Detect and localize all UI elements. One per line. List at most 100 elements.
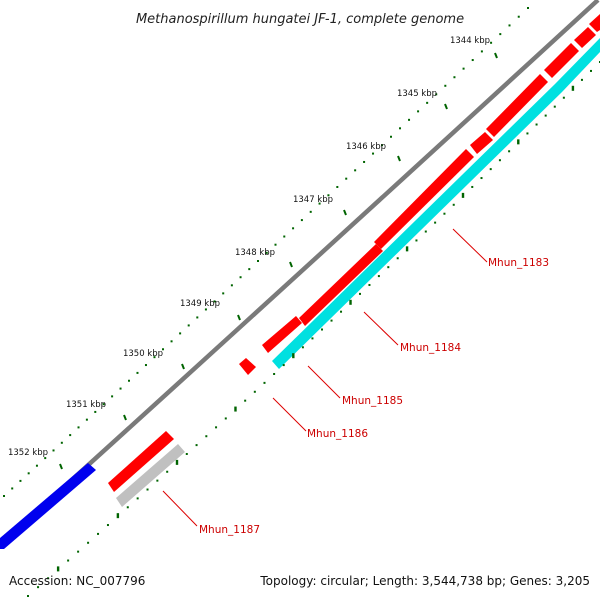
- inner-dot: [340, 310, 343, 313]
- outer-dot: [372, 152, 375, 155]
- outer-dot: [27, 472, 30, 475]
- gene-blue-reverse: [0, 463, 96, 549]
- outer-dot: [453, 76, 456, 79]
- inner-dot: [321, 328, 323, 331]
- outer-dot: [204, 308, 207, 311]
- outer-dot: [318, 202, 321, 205]
- kbp-tick: [397, 155, 401, 162]
- label-mhun-1183: Mhun_1183: [488, 257, 549, 269]
- outer-dot: [309, 210, 312, 213]
- inner-dot: [508, 150, 511, 153]
- outer-dot: [408, 118, 411, 121]
- outer-dot: [327, 194, 330, 197]
- inner-features: [116, 38, 600, 507]
- outer-dot: [213, 300, 216, 303]
- outer-dot: [480, 50, 483, 53]
- inner-tick: [175, 459, 179, 465]
- genome-backbone: [0, 0, 600, 545]
- outer-dot: [462, 67, 465, 70]
- inner-dot: [126, 506, 129, 509]
- outer-dot: [187, 324, 190, 327]
- inner-dot: [358, 292, 361, 295]
- outer-dot: [35, 464, 38, 467]
- inner-dot: [387, 266, 390, 269]
- inner-dot: [215, 426, 218, 429]
- outer-dot: [517, 15, 520, 18]
- outer-dot: [69, 434, 72, 437]
- outer-dot: [257, 260, 259, 262]
- callout-mhun-1185: [307, 365, 341, 399]
- inner-dot: [106, 524, 109, 527]
- inner-dot: [146, 488, 149, 491]
- inner-tick: [116, 513, 120, 519]
- inner-dot: [452, 203, 455, 206]
- gene-red-4: [486, 74, 548, 137]
- gene-red-1: [262, 316, 302, 353]
- inner-tick: [517, 139, 520, 145]
- outer-dot: [248, 268, 251, 271]
- outer-dot: [336, 185, 339, 188]
- outer-dot: [292, 227, 295, 230]
- label-mhun-1185: Mhun_1185: [342, 395, 403, 407]
- inner-scale-dots: [27, 61, 600, 597]
- inner-tick: [292, 353, 295, 359]
- outer-dot: [136, 371, 139, 374]
- outer-dot: [153, 356, 156, 359]
- inner-dot: [244, 399, 247, 402]
- kbp-label: 1344 kbp: [450, 36, 490, 46]
- kbp-label: 1349 kbp: [180, 299, 220, 309]
- kbp-label: 1348 kbp: [235, 248, 275, 258]
- inner-tick: [405, 246, 409, 252]
- outer-dot: [19, 479, 22, 482]
- kbp-tick: [237, 314, 241, 321]
- inner-dot: [97, 532, 100, 535]
- inner-dot: [37, 586, 40, 589]
- label-mhun-1184: Mhun_1184: [400, 342, 461, 354]
- outer-dot: [128, 379, 130, 382]
- inner-dot: [443, 212, 446, 215]
- inner-dot: [368, 283, 371, 286]
- inner-dot: [263, 381, 266, 384]
- outer-dot: [170, 340, 173, 343]
- outer-dot: [196, 316, 199, 319]
- inner-dot: [282, 364, 285, 367]
- inner-tick: [234, 406, 237, 412]
- inner-dot: [156, 479, 159, 482]
- inner-dot: [553, 105, 556, 108]
- outer-dot: [111, 395, 114, 398]
- inner-dot: [562, 96, 565, 99]
- inner-dot: [195, 444, 198, 447]
- kbp-label: 1351 kbp: [66, 400, 106, 410]
- inner-dot: [544, 114, 547, 117]
- inner-dot: [535, 123, 538, 126]
- inner-dot: [253, 390, 256, 393]
- outer-dot: [60, 441, 63, 444]
- inner-tick: [349, 299, 352, 305]
- inner-tick: [56, 566, 60, 572]
- outer-scale-dots: [3, 7, 529, 497]
- outer-dot: [94, 410, 97, 413]
- gene-mhun-1187-cds: [108, 431, 174, 492]
- callout-mhun-1183: [452, 228, 488, 263]
- gene-red-3: [470, 132, 493, 154]
- gene-mhun-1183-cds: [374, 149, 474, 249]
- inner-dot: [498, 159, 501, 162]
- gene-mhun-1186-cds: [239, 358, 256, 375]
- gene-red-2: [299, 244, 383, 326]
- forward-genes: [108, 14, 600, 492]
- outer-dot: [179, 332, 182, 335]
- kbp-label: 1345 kbp: [397, 89, 437, 99]
- outer-dot: [52, 449, 55, 452]
- inner-dot: [580, 78, 583, 81]
- outer-dot: [508, 24, 511, 27]
- inner-dot: [434, 221, 437, 224]
- inner-dot: [415, 239, 418, 242]
- feature-mhun-1187-gray: [116, 444, 185, 507]
- inner-dot: [311, 337, 314, 340]
- kbp-tick: [343, 209, 347, 216]
- inner-dot: [205, 435, 208, 438]
- outer-dot: [490, 41, 493, 44]
- callout-mhun-1184: [363, 311, 399, 346]
- outer-dot: [381, 144, 384, 147]
